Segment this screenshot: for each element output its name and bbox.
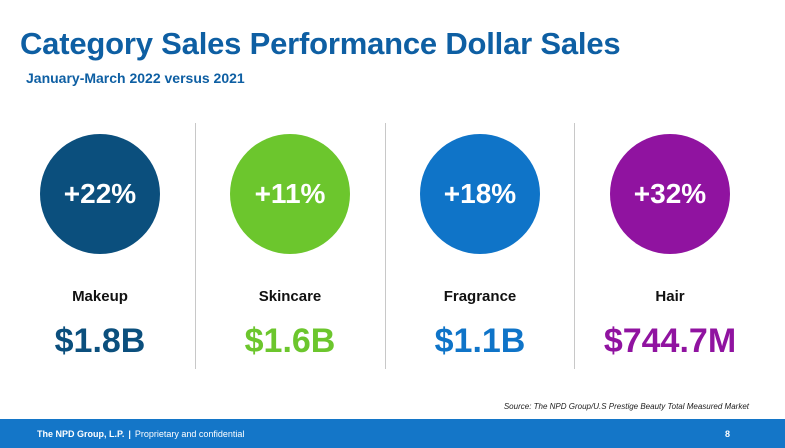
category-sales-value: $1.1B	[434, 322, 526, 360]
growth-circle: +22%	[40, 134, 160, 254]
category-column-hair: +32% Hair $744.7M	[575, 0, 765, 448]
footer-company: The NPD Group, L.P.	[37, 429, 125, 439]
footer-left: The NPD Group, L.P. | Proprietary and conf…	[37, 429, 244, 439]
category-column-makeup: +22% Makeup $1.8B	[5, 0, 195, 448]
column-divider	[574, 123, 575, 369]
growth-percent: +32%	[633, 178, 707, 209]
growth-circle: +11%	[230, 134, 350, 254]
category-name: Hair	[655, 288, 685, 305]
category-sales-value: $744.7M	[603, 322, 737, 360]
footer-tagline: Proprietary and confidential	[134, 429, 245, 439]
footer-separator: |	[128, 429, 131, 439]
growth-circle: +18%	[420, 134, 540, 254]
category-column-skincare: +11% Skincare $1.6B	[195, 0, 385, 448]
growth-percent: +18%	[443, 178, 517, 209]
slide-subtitle: January-March 2022 versus 2021	[26, 70, 245, 86]
category-sales-value: $1.6B	[244, 322, 336, 360]
category-sales-value: $1.8B	[54, 322, 146, 360]
category-name: Fragrance	[443, 288, 517, 305]
source-note: Source: The NPD Group/U.S Prestige Beaut…	[503, 402, 749, 411]
category-name: Makeup	[72, 288, 128, 305]
category-column-fragrance: +18% Fragrance $1.1B	[385, 0, 575, 448]
footer-bar: The NPD Group, L.P. | Proprietary and conf…	[0, 419, 785, 448]
growth-percent: +22%	[63, 178, 137, 209]
growth-circle: +32%	[610, 134, 730, 254]
category-name: Skincare	[258, 288, 322, 305]
slide-title: Category Sales Performance Dollar Sales	[20, 26, 621, 61]
growth-percent: +11%	[254, 178, 326, 209]
page-number: 8	[724, 429, 730, 439]
column-divider	[195, 123, 196, 369]
column-divider	[385, 123, 386, 369]
